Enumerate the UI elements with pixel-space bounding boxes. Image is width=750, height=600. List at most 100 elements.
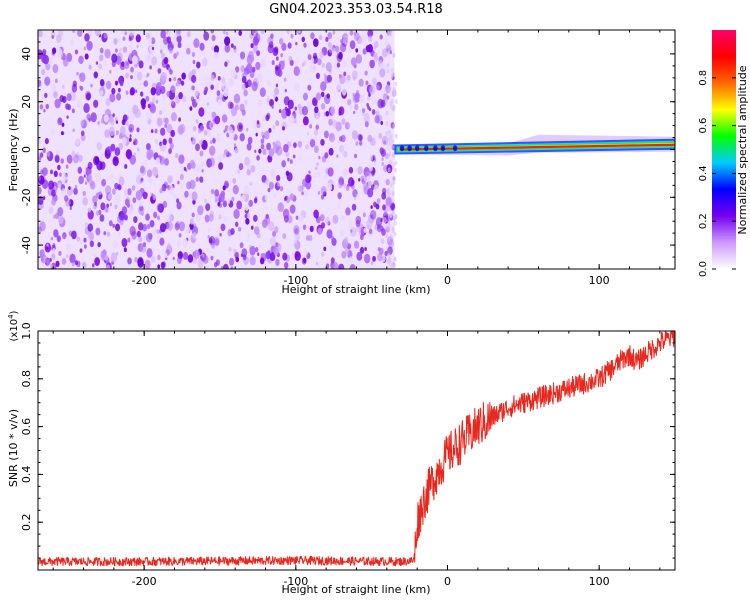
noise-cell (321, 251, 325, 258)
noise-cell (186, 47, 191, 55)
noise-cell (177, 180, 180, 185)
noise-cell (138, 235, 143, 243)
noise-cell (99, 47, 104, 54)
noise-cell (381, 157, 384, 162)
noise-cell (376, 108, 379, 112)
noise-cell (168, 137, 173, 144)
noise-cell (294, 57, 300, 66)
noise-cell (120, 211, 126, 220)
noise-cell (221, 84, 225, 91)
noise-cell (64, 195, 69, 202)
noise-cell (208, 213, 214, 222)
noise-cell (119, 126, 126, 136)
noise-cell (189, 222, 194, 230)
noise-cell (128, 137, 132, 142)
noise-cell (293, 142, 297, 149)
noise-cell (108, 220, 113, 227)
noise-cell (157, 254, 161, 261)
noise-cell (175, 30, 182, 37)
noise-cell (193, 223, 196, 228)
noise-cell (346, 74, 351, 81)
noise-cell (271, 104, 274, 109)
noise-cell (359, 246, 365, 254)
noise-cell (373, 52, 378, 59)
noise-cell (342, 168, 349, 178)
noise-cell (389, 212, 393, 218)
noise-cell (95, 227, 101, 236)
noise-cell (43, 109, 46, 113)
spectrogram-x-axis-label: Height of straight line (km) (281, 283, 430, 296)
noise-cell (250, 55, 255, 62)
spectrogram-x-ticks: -200 -100 0 100 (52, 30, 661, 287)
noise-cell (155, 81, 162, 91)
noise-cell (279, 185, 284, 192)
noise-cell (136, 127, 140, 133)
noise-cell (152, 166, 159, 177)
noise-cell (391, 228, 395, 234)
noise-cell (42, 167, 48, 176)
noise-cell (235, 168, 238, 174)
noise-cell (382, 216, 387, 224)
noise-cell (94, 171, 102, 182)
noise-cell (278, 109, 282, 114)
noise-cell (341, 118, 346, 125)
noise-cell (354, 240, 359, 249)
noise-cell (177, 42, 182, 49)
noise-cell (200, 161, 205, 167)
noise-cell (93, 155, 100, 166)
noise-cell (151, 56, 158, 66)
noise-cell (271, 60, 275, 66)
noise-cell (315, 262, 319, 266)
noise-cell (269, 245, 275, 254)
noise-cell (226, 59, 230, 64)
noise-cell (388, 151, 392, 157)
noise-cell (205, 203, 211, 212)
noise-cell (243, 70, 248, 78)
noise-cell (387, 252, 391, 258)
noise-cell (384, 250, 388, 257)
noise-cell (120, 30, 125, 35)
noise-cell (388, 207, 392, 213)
noise-cell (240, 194, 246, 203)
noise-cell (111, 87, 116, 95)
noise-cell (153, 211, 158, 219)
noise-cell (381, 228, 386, 236)
noise-cell (328, 147, 334, 156)
y-tick-label: 0 (20, 146, 33, 153)
noise-cell (246, 168, 251, 176)
noise-cell (294, 240, 301, 250)
x-tick-label: -100 (283, 274, 308, 287)
noise-cell (356, 193, 360, 199)
noise-cell (69, 39, 74, 46)
noise-cell (394, 81, 398, 87)
noise-cell (190, 86, 194, 91)
noise-cell (250, 119, 257, 129)
noise-cell (51, 189, 56, 197)
noise-cell (119, 47, 122, 52)
noise-cell (139, 165, 145, 174)
noise-cell (347, 243, 352, 250)
noise-cell (358, 178, 361, 182)
noise-cell (220, 223, 226, 232)
noise-cell (319, 214, 325, 222)
noise-cell (57, 196, 61, 201)
noise-cell (134, 108, 141, 119)
noise-cell (152, 227, 158, 236)
noise-cell (62, 95, 67, 103)
noise-cell (78, 55, 84, 65)
noise-cell (147, 176, 153, 185)
noise-cell (175, 220, 180, 229)
noise-cell (209, 195, 212, 199)
noise-cell (222, 215, 228, 224)
noise-cell (173, 76, 177, 82)
noise-cell (57, 182, 62, 189)
noise-cell (230, 230, 234, 235)
noise-cell (361, 35, 368, 44)
noise-cell (349, 30, 354, 36)
noise-cell (387, 88, 391, 94)
noise-cell (249, 245, 256, 256)
noise-cell (199, 139, 203, 146)
noise-cell (131, 55, 138, 65)
noise-cell (260, 58, 266, 68)
noise-cell (46, 258, 51, 266)
